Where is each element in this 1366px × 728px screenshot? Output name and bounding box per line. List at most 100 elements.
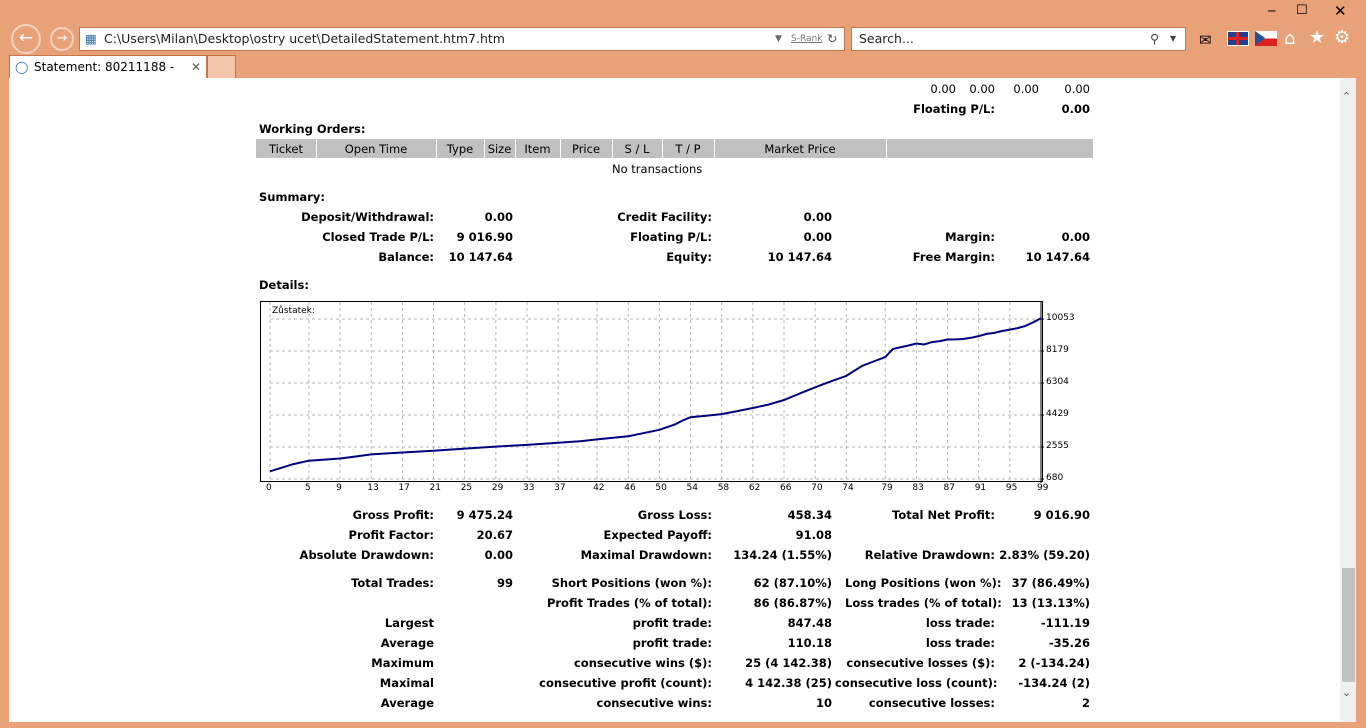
close-tab-icon[interactable]: ✕ xyxy=(191,60,202,74)
x-tick-label: 79 xyxy=(881,483,893,493)
col-divider xyxy=(714,139,715,158)
col-divider xyxy=(612,139,613,158)
floating-pl-label: Floating P/L: xyxy=(630,230,712,244)
chart-svg xyxy=(269,302,1044,483)
flag-stripe xyxy=(1236,32,1239,45)
address-bar[interactable]: ▦ C:\Users\Milan\Desktop\ostry ucet\Deta… xyxy=(79,27,845,51)
x-tick-label: 58 xyxy=(717,483,730,493)
y-tick-label: 4429 xyxy=(1046,409,1069,419)
scrollbar-thumb[interactable] xyxy=(1342,568,1355,682)
floating-label: Floating P/L: xyxy=(913,102,995,116)
x-tick-label: 54 xyxy=(686,483,698,493)
equity-label: Equity: xyxy=(666,250,712,264)
details-title: Details: xyxy=(259,278,309,292)
col-sl: S / L xyxy=(624,142,650,156)
ie-icon: ◯ xyxy=(15,60,29,74)
search-input[interactable]: Search... xyxy=(859,31,914,46)
scroll-up-icon[interactable]: ⌃ xyxy=(1342,90,1352,103)
x-tick-label: 91 xyxy=(974,483,987,493)
col-open-time: Open Time xyxy=(344,142,408,156)
x-tick-label: 5 xyxy=(304,483,311,493)
closed-pl-label: Closed Trade P/L: xyxy=(322,230,434,244)
equity-value: 10 147.64 xyxy=(767,250,832,264)
x-tick-label: 29 xyxy=(491,483,504,493)
col-divider xyxy=(484,139,485,158)
col-divider xyxy=(662,139,663,158)
col-item: Item xyxy=(524,142,551,156)
search-dropdown-icon[interactable]: ▼ xyxy=(1170,34,1177,43)
vertical-scrollbar[interactable]: ⌃ ⌄ xyxy=(1340,78,1356,722)
home-icon[interactable]: ⌂ xyxy=(1284,28,1296,49)
credit-value: 0.00 xyxy=(803,210,832,224)
col-ticket: Ticket xyxy=(268,142,304,156)
y-tick-label: 2555 xyxy=(1046,440,1069,451)
page-icon: ▦ xyxy=(85,31,97,46)
col-size: Size xyxy=(487,142,512,156)
forward-button[interactable]: → xyxy=(50,27,74,51)
scroll-down-icon[interactable]: ⌄ xyxy=(1342,686,1352,699)
closed-pl-value: 9 016.90 xyxy=(456,230,513,244)
y-tick-label: 6304 xyxy=(1046,376,1069,387)
minimize-button[interactable]: ─ xyxy=(1268,4,1276,18)
free-margin-label: Free Margin: xyxy=(912,250,995,264)
deposit-value: 0.00 xyxy=(484,210,513,224)
margin-label: Margin: xyxy=(945,230,995,244)
forward-arrow-icon: → xyxy=(56,31,68,46)
dropdown-icon[interactable]: ▼ xyxy=(775,34,782,44)
x-tick-label: 21 xyxy=(429,483,441,493)
deposit-label: Deposit/Withdrawal: xyxy=(301,210,434,224)
address-text: C:\Users\Milan\Desktop\ostry ucet\Detail… xyxy=(104,31,505,46)
x-tick-label: 17 xyxy=(398,483,410,493)
y-tick-label: 8179 xyxy=(1046,344,1069,355)
credit-label: Credit Facility: xyxy=(617,210,712,224)
summary-title: Summary: xyxy=(259,190,325,204)
x-tick-label: 66 xyxy=(780,483,792,493)
back-arrow-icon: ← xyxy=(18,28,34,48)
settings-gear-icon[interactable]: ⚙ xyxy=(1334,27,1351,48)
new-tab-button[interactable] xyxy=(207,55,236,78)
x-tick-label: 62 xyxy=(748,483,761,493)
working-orders-title: Working Orders: xyxy=(259,122,366,136)
col-divider xyxy=(316,139,317,158)
balance-value: 10 147.64 xyxy=(448,250,513,264)
y-tick-label: 680 xyxy=(1046,473,1064,483)
top-val: 0.00 xyxy=(1064,82,1090,96)
favorites-icon[interactable]: ★ xyxy=(1309,27,1326,48)
top-val: 0.00 xyxy=(969,82,995,96)
floating-pl-value: 0.00 xyxy=(803,230,832,244)
back-button[interactable]: ← xyxy=(11,24,41,54)
tab-statement[interactable]: ◯ Statement: 80211188 - DOH... ✕ xyxy=(9,55,207,96)
x-tick-label: 37 xyxy=(554,483,566,493)
maximize-button[interactable]: ☐ xyxy=(1296,3,1308,18)
working-orders-header: Ticket Open Time Type Size Item Price S … xyxy=(256,139,1093,158)
y-tick-label: 10053 xyxy=(1046,313,1075,323)
x-tick-label: 74 xyxy=(842,483,854,493)
x-tick-label: 70 xyxy=(811,483,823,493)
x-tick-label: 99 xyxy=(1037,483,1049,493)
x-tick-label: 13 xyxy=(367,483,379,493)
uk-flag-icon[interactable] xyxy=(1227,31,1249,46)
refresh-icon[interactable]: ↻ xyxy=(827,31,838,46)
x-tick-label: 25 xyxy=(460,483,473,493)
col-market-price: Market Price xyxy=(764,142,836,156)
free-margin-value: 10 147.64 xyxy=(1025,250,1090,264)
chart-title: Zůstatek: xyxy=(272,306,315,316)
cz-flag-icon[interactable] xyxy=(1255,31,1277,46)
no-transactions: No transactions xyxy=(612,162,703,176)
x-tick-label: 95 xyxy=(1005,483,1018,493)
close-window-button[interactable]: ✕ xyxy=(1334,2,1347,20)
top-val: 0.00 xyxy=(930,82,956,96)
floating-value: 0.00 xyxy=(1061,102,1090,116)
col-type: Type xyxy=(446,142,474,156)
x-tick-label: 9 xyxy=(336,483,342,493)
search-icon[interactable]: ⚲ xyxy=(1150,31,1160,46)
top-val: 0.00 xyxy=(1013,82,1039,96)
x-tick-label: 0 xyxy=(266,483,272,493)
balance-series-line xyxy=(269,317,1042,473)
col-divider xyxy=(886,139,887,158)
mail-icon[interactable]: ✉ xyxy=(1199,31,1212,49)
flag-triangle xyxy=(1255,31,1265,45)
search-box[interactable]: Search... ⚲ ▼ xyxy=(851,27,1186,51)
srank-icon[interactable]: S-Rank xyxy=(791,34,823,44)
x-tick-label: 33 xyxy=(523,483,535,493)
